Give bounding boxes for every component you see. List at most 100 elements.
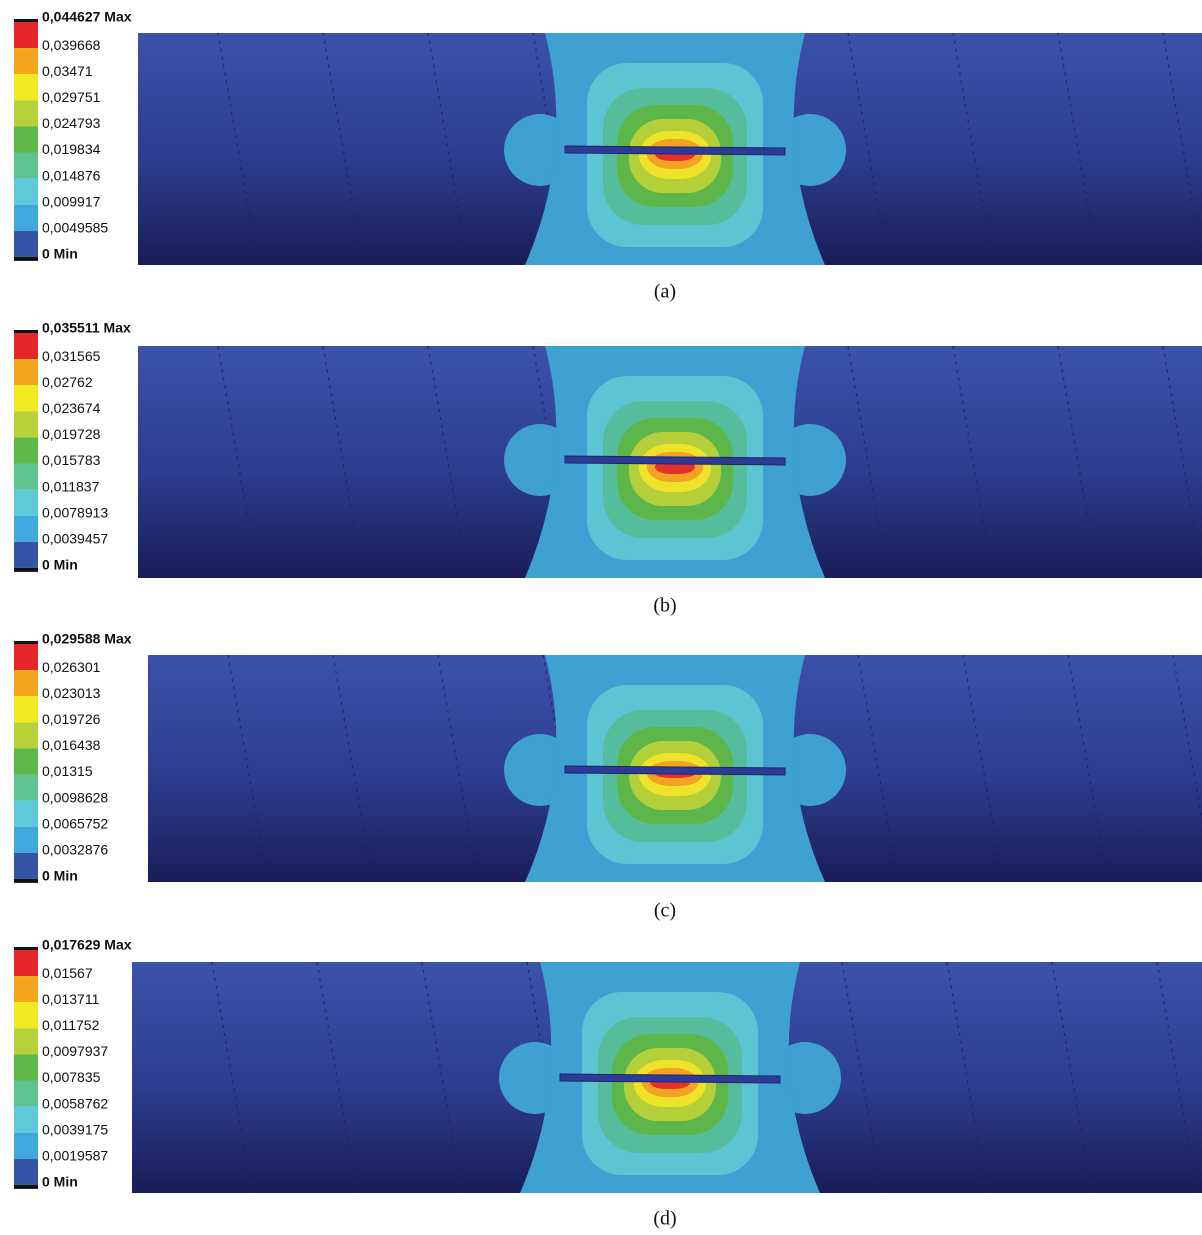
legend-swatch	[14, 333, 38, 359]
legend-label: 0,023013	[42, 685, 101, 701]
legend-swatch	[14, 205, 38, 231]
legend-label: 0,019834	[42, 141, 101, 157]
contour-plot	[132, 962, 1202, 1193]
legend-label: 0,044627 Max	[42, 9, 132, 25]
legend-label: 0,024793	[42, 115, 101, 131]
legend-swatch	[14, 1081, 38, 1107]
legend-swatch	[14, 22, 38, 48]
legend-base	[14, 257, 38, 261]
legend: 0,035511 Max0,0315650,027620,0236740,019…	[14, 320, 131, 573]
legend-swatch	[14, 516, 38, 542]
caption: (a)	[654, 281, 676, 303]
legend-swatch	[14, 542, 38, 568]
panel: 0,029588 Max 0,026301 0,023013 0,019726 0,01…	[14, 631, 1202, 922]
crack	[565, 456, 785, 465]
legend-swatch	[14, 411, 38, 437]
panel: 0,017629 Max0,015670,0137110,0117520,009…	[14, 937, 1202, 1230]
legend-swatch	[14, 1133, 38, 1159]
legend-label: 0,015783	[42, 452, 101, 468]
legend-swatch	[14, 775, 38, 801]
legend-label: 0 Min	[42, 1174, 78, 1190]
legend-swatch	[14, 853, 38, 879]
legend-swatch	[14, 179, 38, 205]
legend-label: 0,009917	[42, 193, 101, 209]
legend-swatch	[14, 1159, 38, 1185]
legend-swatch	[14, 490, 38, 516]
legend-swatch	[14, 153, 38, 179]
contour-plot	[148, 655, 1202, 882]
legend-label: 0,011837	[42, 478, 100, 494]
legend-label: 0,0039175	[42, 1121, 108, 1137]
legend: 0,017629 Max0,015670,0137110,0117520,009…	[14, 937, 132, 1190]
legend-swatch	[14, 1028, 38, 1054]
legend-swatch	[14, 1002, 38, 1028]
legend-cap	[14, 641, 38, 644]
legend-label: 0,013711	[42, 991, 100, 1007]
legend-swatch	[14, 1107, 38, 1133]
legend-label: 0 Min	[42, 868, 78, 884]
caption: (d)	[653, 1208, 676, 1230]
legend-swatch	[14, 74, 38, 100]
legend-label: 0,0039457	[42, 531, 108, 547]
legend-label: 0,023674	[42, 400, 101, 416]
legend-swatch	[14, 722, 38, 748]
legend-swatch	[14, 359, 38, 385]
legend-label: 0,029588 Max	[42, 631, 132, 647]
legend-label: 0,0049585	[42, 220, 108, 236]
legend-swatch	[14, 670, 38, 696]
legend-swatch	[14, 126, 38, 152]
contour-plot	[138, 33, 1202, 265]
legend-swatch	[14, 801, 38, 827]
panel: 0,035511 Max0,0315650,027620,0236740,019…	[14, 320, 1202, 617]
figure: 0,044627 Max 0,039668 0,03471 0,029751 0,024…	[0, 0, 1202, 1235]
legend-label: 0,019726	[42, 711, 101, 727]
legend-swatch	[14, 100, 38, 126]
legend-swatch	[14, 1054, 38, 1080]
legend-label: 0,0058762	[42, 1095, 108, 1111]
legend-label: 0,014876	[42, 167, 101, 183]
crack	[565, 146, 785, 155]
legend-label: 0,039668	[42, 37, 101, 53]
legend-cap	[14, 19, 38, 22]
legend-label: 0,03471	[42, 63, 93, 79]
legend-label: 0,007835	[42, 1069, 101, 1085]
crack	[560, 1074, 780, 1083]
legend-label: 0,0019587	[42, 1148, 108, 1164]
legend-swatch	[14, 696, 38, 722]
legend-label: 0,019728	[42, 426, 101, 442]
crack	[565, 766, 785, 775]
legend-swatch	[14, 748, 38, 774]
legend-label: 0,01567	[42, 965, 93, 981]
legend-label: 0,02762	[42, 374, 93, 390]
legend-label: 0,035511 Max	[42, 320, 131, 336]
legend-label: 0,0065752	[42, 815, 108, 831]
legend-swatch	[14, 644, 38, 670]
legend-base	[14, 879, 38, 883]
legend-label: 0,016438	[42, 737, 101, 753]
legend-swatch	[14, 976, 38, 1002]
legend-label: 0,026301	[42, 659, 101, 675]
legend-cap	[14, 330, 38, 333]
legend-label: 0,0098628	[42, 789, 108, 805]
legend-label: 0,029751	[42, 89, 101, 105]
legend-base	[14, 1185, 38, 1189]
legend-label: 0,0097937	[42, 1043, 108, 1059]
legend-label: 0,01315	[42, 763, 93, 779]
legend-swatch	[14, 437, 38, 463]
legend-label: 0,0032876	[42, 842, 108, 858]
legend-swatch	[14, 950, 38, 976]
legend-swatch	[14, 231, 38, 257]
legend-swatch	[14, 464, 38, 490]
legend-swatch	[14, 385, 38, 411]
legend-swatch	[14, 827, 38, 853]
legend: 0,029588 Max 0,026301 0,023013 0,019726 0,01…	[14, 631, 132, 884]
caption: (c)	[654, 900, 676, 922]
legend-label: 0,0078913	[42, 504, 108, 520]
legend-swatch	[14, 48, 38, 74]
legend-label: 0 Min	[42, 246, 78, 262]
legend-label: 0,011752	[42, 1017, 100, 1033]
legend: 0,044627 Max 0,039668 0,03471 0,029751 0,024…	[14, 9, 132, 262]
legend-base	[14, 568, 38, 572]
caption: (b)	[653, 595, 676, 617]
legend-cap	[14, 947, 38, 950]
